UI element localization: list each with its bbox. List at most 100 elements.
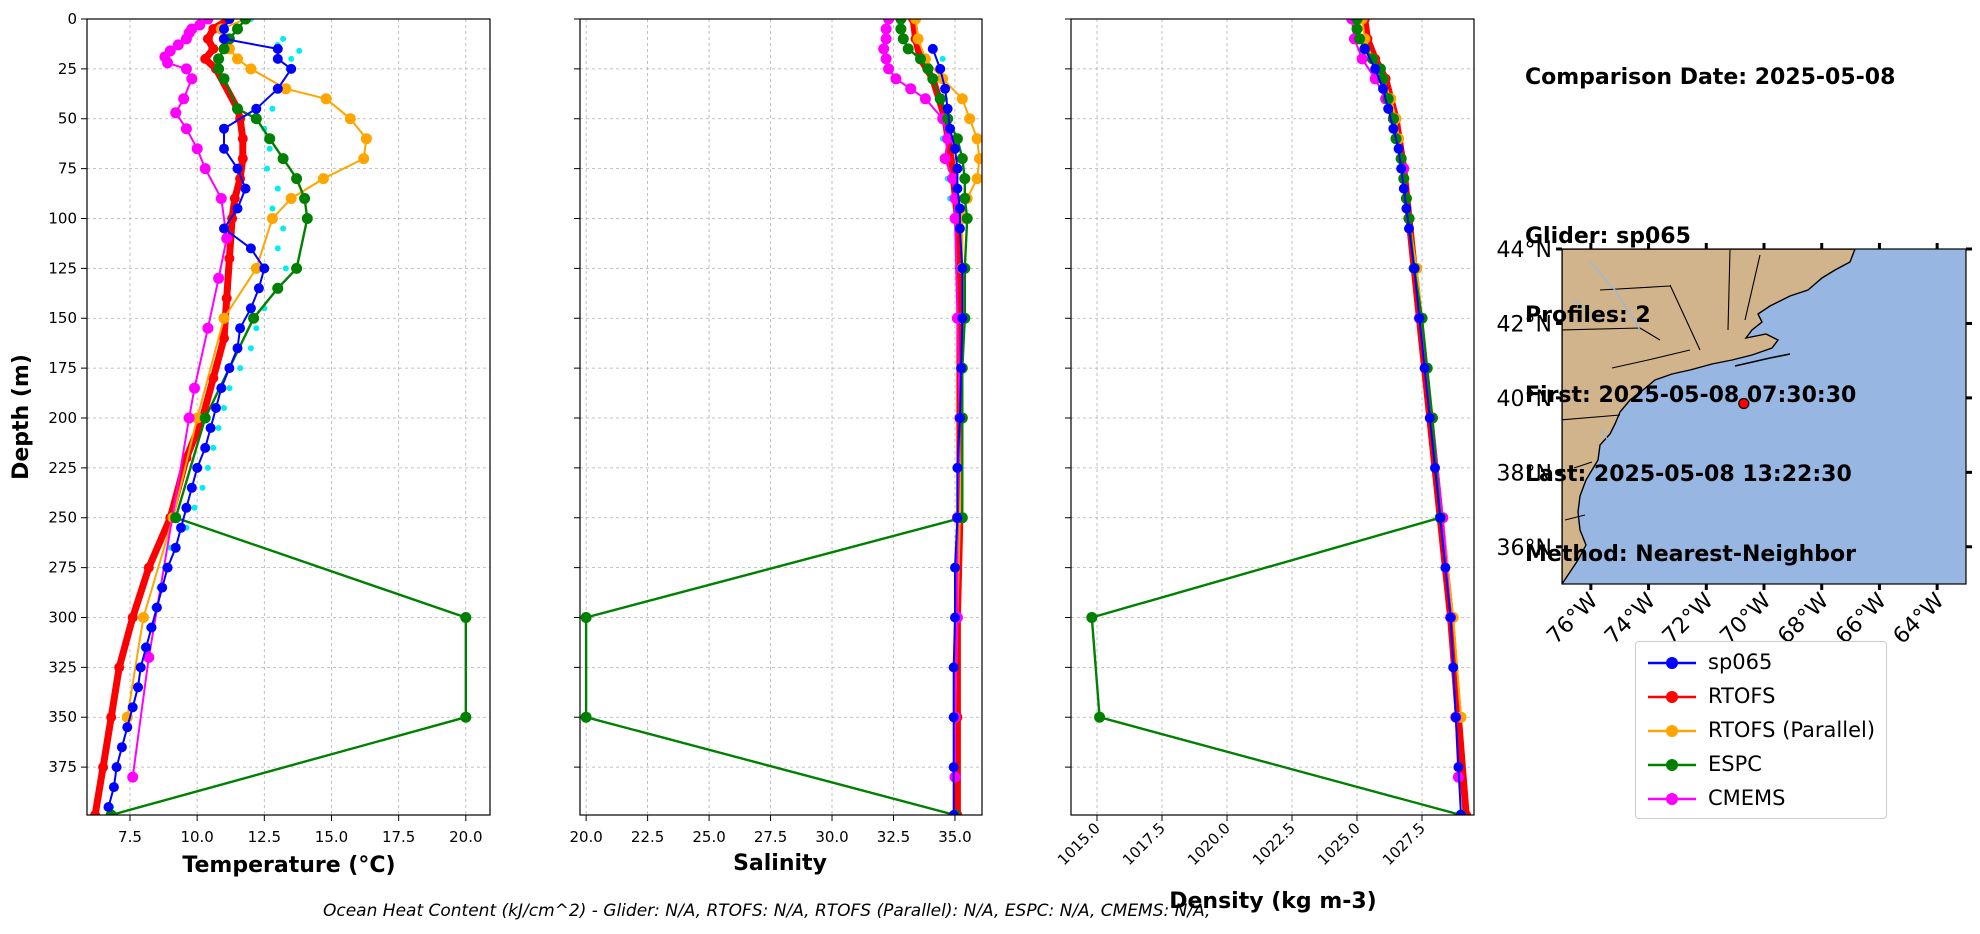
data-point-sp065 [151, 602, 162, 613]
temperature-frame [86, 18, 491, 816]
data-point-rtofs-parallel [956, 93, 968, 105]
legend-swatch-rtofs [1648, 691, 1696, 703]
x-tick-label: 30.0 [815, 828, 848, 846]
data-point-cmems [191, 143, 203, 155]
data-point-sp065 [1430, 462, 1440, 473]
data-point-rtofs [106, 712, 117, 723]
legend-label-rtofs: RTOFS [1708, 684, 1776, 708]
data-point-sp065 [1453, 762, 1464, 773]
data-point-cmems [170, 107, 182, 119]
data-point-espc [580, 711, 592, 723]
data-point-espc [301, 213, 313, 224]
data-point-rtofs-parallel [317, 173, 329, 185]
data-point-cmems-cyan [247, 345, 254, 352]
data-point-cmems [942, 133, 954, 145]
legend-label-cmems: CMEMS [1708, 786, 1786, 810]
data-point-rtofs [202, 33, 213, 44]
data-point-cmems-cyan [280, 225, 287, 232]
data-point-espc [934, 93, 946, 105]
density-series [1086, 19, 1472, 815]
data-point-rtofs-parallel [358, 153, 370, 165]
data-point-espc [240, 19, 251, 25]
x-tick-label: 1022.5 [1249, 819, 1299, 869]
data-point-rtofs-parallel [285, 193, 297, 204]
data-point-sp065 [1419, 363, 1430, 374]
x-tick-label: 1015.0 [1054, 819, 1104, 869]
data-point-espc [170, 512, 182, 524]
density-x-ticks: 1015.0 1017.5 1020.0 1022.5 1025.0 1027.5 [1054, 815, 1429, 869]
x-tick-label: 32.5 [877, 828, 910, 846]
y-tick-label: 25 [58, 60, 77, 78]
data-point-espc [218, 73, 230, 85]
data-point-sp065 [1393, 143, 1404, 154]
data-point-sp065 [219, 223, 229, 234]
data-point-sp065 [952, 512, 963, 523]
data-point-sp065 [1448, 662, 1459, 673]
data-point-rtofs [219, 333, 229, 344]
series-line-sp065 [931, 48, 964, 815]
data-point-cmems [183, 412, 195, 424]
data-point-sp065 [253, 283, 264, 294]
data-point-sp065 [108, 782, 119, 793]
data-point-sp065 [927, 43, 938, 54]
data-point-cmems [202, 19, 214, 25]
legend-swatch-sp065 [1648, 657, 1696, 669]
data-point-sp065 [200, 442, 211, 453]
data-point-sp065 [935, 63, 946, 74]
data-point-espc [961, 213, 973, 224]
legend-item-espc: ESPC [1636, 748, 1886, 782]
data-point-sp065 [259, 263, 270, 274]
data-point-rtofs [237, 153, 248, 164]
data-point-cmems [878, 43, 890, 55]
data-point-sp065 [954, 223, 965, 234]
data-point-sp065 [133, 682, 143, 693]
data-point-cmems [880, 23, 892, 35]
data-point-rtofs-parallel [971, 133, 982, 145]
first-profile-time: First: 2025-05-08 07:30:30 [1525, 382, 1857, 408]
temperature-axis-label: Temperature (°C) [182, 853, 395, 878]
data-point-espc [460, 711, 472, 723]
data-point-espc [264, 133, 276, 145]
data-point-rtofs [237, 133, 248, 144]
data-point-cmems-cyan [215, 425, 222, 431]
x-tick-label: 25.0 [692, 828, 725, 846]
data-point-sp065 [950, 143, 960, 154]
data-point-sp065 [1445, 612, 1456, 623]
data-point-cmems-cyan [191, 504, 198, 511]
data-point-sp065 [122, 722, 133, 733]
data-point-rtofs [208, 24, 219, 34]
data-point-sp065 [1435, 512, 1446, 523]
data-point-cmems [880, 33, 892, 45]
data-point-cmems [180, 33, 192, 45]
data-point-sp065 [232, 343, 243, 354]
interpolation-method: Method: Nearest-Neighbor [1525, 541, 1856, 567]
data-point-rtofs-parallel [910, 19, 922, 25]
data-point-sp065 [1383, 103, 1394, 114]
map-lon-label: 76°W [1542, 588, 1603, 649]
y-tick-label: 250 [48, 509, 77, 527]
data-point-sp065 [272, 83, 283, 94]
x-tick-label: 1017.5 [1119, 819, 1169, 869]
data-point-rtofs-parallel [320, 93, 332, 105]
legend-item-rtofs-parallel: RTOFS (Parallel) [1636, 714, 1886, 748]
data-point-cmems-cyan [269, 205, 276, 212]
y-tick-label: 75 [58, 160, 77, 178]
data-point-sp065 [1414, 313, 1425, 324]
data-point-rtofs-parallel [266, 213, 278, 224]
data-point-espc [277, 153, 289, 165]
temperature-series [90, 19, 472, 815]
legend-label-sp065: sp065 [1708, 650, 1773, 674]
data-point-espc [942, 113, 954, 125]
data-point-cmems [180, 63, 192, 75]
data-point-sp065 [245, 303, 256, 314]
map-lat-label: 44°N [1497, 238, 1552, 263]
legend-swatch-espc [1648, 759, 1696, 771]
salinity-plot-area [580, 19, 982, 815]
temperature-panel: 7.5 10.0 12.5 15.0 17.5 20.0 0 25 50 75 100 125 150… [9, 10, 491, 878]
temperature-plot-area [87, 19, 490, 815]
x-tick-label: 17.5 [382, 828, 415, 846]
data-point-cmems [127, 771, 139, 783]
y-tick-label: 225 [48, 459, 77, 477]
data-point-sp065 [286, 63, 297, 74]
data-point-cmems [883, 63, 895, 75]
